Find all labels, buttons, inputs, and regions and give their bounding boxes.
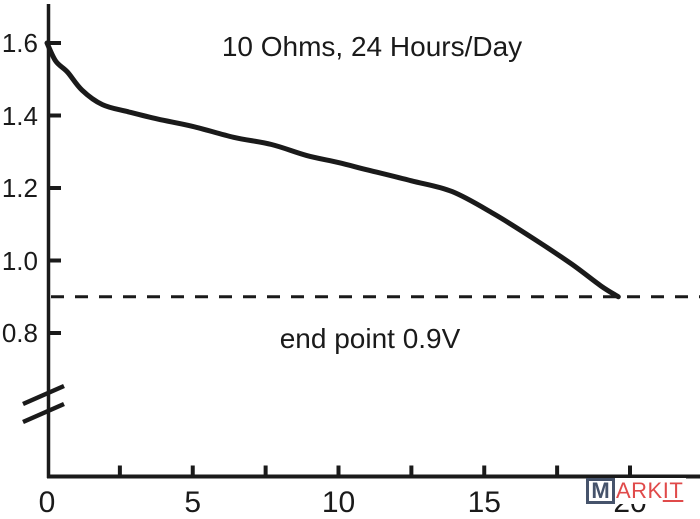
y-tick-label: 0.8 bbox=[1, 318, 38, 348]
chart-title: 10 Ohms, 24 Hours/Day bbox=[221, 31, 523, 62]
axis-break-slash-top bbox=[22, 383, 65, 407]
discharge-curve bbox=[44, 40, 621, 300]
x-tick-label: 10 bbox=[321, 486, 356, 519]
watermark-text-it: IT bbox=[662, 478, 684, 503]
y-tick-marks bbox=[48, 41, 61, 335]
y-tick-label: 1.2 bbox=[1, 173, 38, 203]
axis-break-icon bbox=[22, 383, 65, 425]
axis-break-slash-bottom bbox=[22, 401, 65, 425]
watermark-text: ARKIT bbox=[616, 479, 683, 503]
watermark-logo-m: M bbox=[586, 478, 615, 504]
x-tick-label: 15 bbox=[467, 486, 501, 519]
x-tick-marks bbox=[117, 465, 632, 477]
markit-watermark: M ARKIT bbox=[586, 478, 687, 504]
endpoint-label: end point 0.9V bbox=[279, 323, 461, 354]
y-tick-label: 1.6 bbox=[1, 28, 38, 58]
x-tick-label: 0 bbox=[38, 486, 56, 519]
watermark-text-ark: ARK bbox=[616, 478, 663, 503]
y-tick-label: 1.4 bbox=[1, 100, 38, 131]
y-tick-label: 1.0 bbox=[1, 245, 38, 276]
x-tick-label: 5 bbox=[184, 486, 202, 519]
